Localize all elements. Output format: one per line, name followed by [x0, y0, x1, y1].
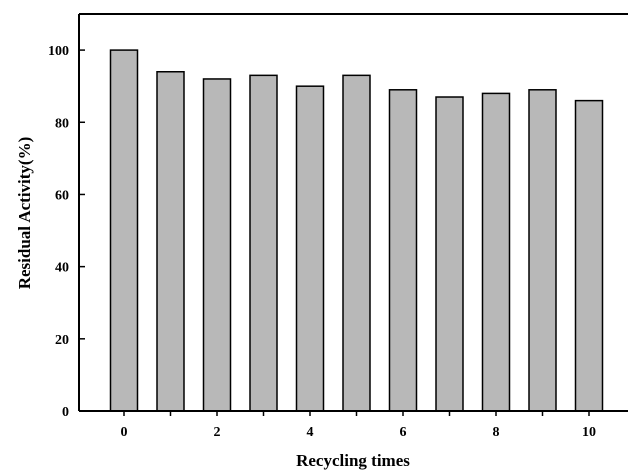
bar-0 [109, 49, 139, 412]
bar-1 [156, 71, 185, 412]
x-tick-label: 8 [493, 425, 500, 440]
x-tick-label: 4 [307, 425, 314, 440]
y-tick-label: 40 [55, 261, 69, 276]
bar-3 [249, 74, 278, 412]
bar-6 [388, 89, 418, 412]
bar-7 [435, 96, 464, 412]
y-axis-ticks: 0 20 40 60 80 100 [48, 44, 85, 420]
y-tick-label: 60 [55, 188, 69, 203]
x-axis-ticks: 0 2 4 6 8 10 [121, 411, 596, 440]
y-tick-label: 100 [48, 44, 69, 59]
bar-8 [481, 92, 511, 412]
y-tick-label: 80 [55, 116, 69, 131]
y-tick-label: 0 [62, 405, 69, 420]
y-axis-label: Residual Activity(%) [15, 137, 34, 290]
bar-9 [528, 89, 557, 412]
x-axis-label: Recycling times [296, 451, 410, 470]
bar-5 [342, 74, 371, 412]
bar-2 [202, 78, 232, 412]
x-tick-label: 10 [582, 425, 596, 440]
bar-4 [295, 85, 325, 412]
bar-group [109, 49, 604, 412]
x-tick-label: 6 [400, 425, 407, 440]
bar-10 [574, 99, 604, 412]
x-tick-label: 2 [214, 425, 221, 440]
x-tick-label: 0 [121, 425, 128, 440]
y-tick-label: 20 [55, 333, 69, 348]
